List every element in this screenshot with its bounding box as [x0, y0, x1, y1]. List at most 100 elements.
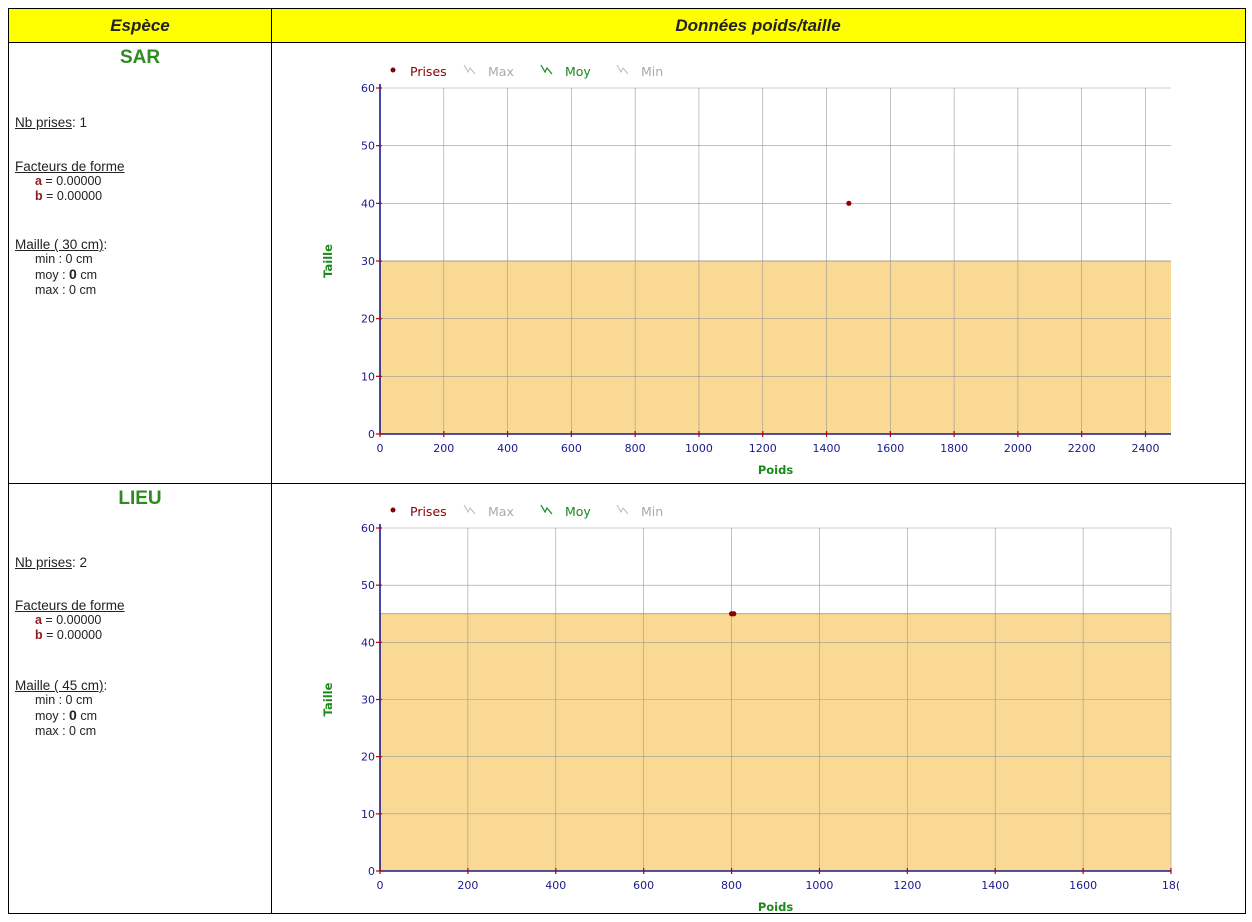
maille-heading: Maille ( 45 cm): [15, 678, 107, 693]
y-tick-label: 0 [368, 865, 375, 878]
factor-b-value: = 0.00000 [42, 189, 103, 203]
legend-prises-marker [390, 507, 396, 513]
maille-zone [380, 613, 1171, 871]
facteurs-forme: Facteurs de forme a = 0.00000 b = 0.0000… [15, 598, 125, 643]
y-axis-title: Taille [321, 244, 335, 278]
legend-min-label: Min [641, 504, 663, 519]
maille-colon: : [103, 237, 108, 252]
x-tick-label: 200 [457, 879, 478, 892]
factor-a: a = 0.00000 [15, 174, 125, 189]
legend-prises-label: Prises [410, 504, 447, 519]
y-tick-label: 60 [361, 522, 375, 535]
nb-prises-value: : 1 [72, 115, 88, 130]
y-tick-label: 10 [361, 370, 375, 383]
maille-moy-unit: cm [76, 268, 97, 282]
legend-moy-icon [540, 504, 553, 515]
factor-a-value: = 0.00000 [41, 174, 102, 188]
x-tick-label: 2200 [1068, 442, 1096, 455]
x-tick-label: 400 [545, 879, 566, 892]
facteurs-forme-title: Facteurs de forme [15, 159, 125, 174]
legend-max-icon [463, 504, 476, 515]
y-tick-label: 50 [361, 579, 375, 592]
factor-a-label: a [35, 174, 42, 188]
maille-moy: moy : 0 cm [15, 708, 107, 724]
maille-min: min : 0 cm [35, 252, 93, 266]
header-donnees: Données poids/taille [271, 9, 1245, 43]
legend-moy-label: Moy [565, 504, 591, 519]
species-name: SAR [119, 47, 161, 68]
x-tick-label: 1800 [940, 442, 968, 455]
x-tick-label: 1400 [813, 442, 841, 455]
x-tick-label: 0 [377, 442, 384, 455]
legend-min-icon [616, 64, 629, 75]
x-tick-label: 1000 [805, 879, 833, 892]
y-tick-label: 20 [361, 313, 375, 326]
nb-prises: Nb prises: 1 [15, 115, 87, 130]
y-tick-label: 30 [361, 255, 375, 268]
maille-title: Maille ( 30 cm) [15, 237, 104, 252]
maille-max: max : 0 cm [35, 724, 97, 738]
factor-b: b = 0.00000 [15, 628, 125, 643]
factor-b: b = 0.00000 [15, 189, 125, 204]
facteurs-forme-title: Facteurs de forme [15, 598, 125, 613]
y-tick-label: 0 [368, 428, 375, 441]
nb-prises-label: Nb prises [15, 115, 73, 130]
factor-b-label: b [35, 628, 43, 642]
maille-moy: moy : 0 cm [15, 267, 107, 283]
x-tick-label: 2000 [1004, 442, 1032, 455]
factor-a-value: = 0.00000 [41, 613, 102, 627]
y-tick-label: 10 [361, 808, 375, 821]
legend-prises-marker [390, 67, 396, 73]
maille-section: Maille ( 45 cm): min : 0 cm moy : 0 cm m… [15, 678, 107, 739]
legend-prises-label: Prises [410, 64, 447, 79]
maille-heading: Maille ( 30 cm): [15, 237, 107, 252]
maille-moy-value: 0 [69, 707, 77, 723]
x-tick-label: 1200 [749, 442, 777, 455]
x-tick-label: 1000 [685, 442, 713, 455]
species-name: LIEU [118, 488, 162, 509]
maille-moy-label: moy : [35, 268, 70, 282]
maille-min: min : 0 cm [35, 693, 93, 707]
x-tick-label: 600 [561, 442, 582, 455]
legend-max-label: Max [488, 64, 514, 79]
x-tick-label: 400 [497, 442, 518, 455]
legend-moy-label: Moy [565, 64, 591, 79]
data-point-prises [731, 611, 737, 617]
species-info-sar: SAR Nb prises: 1 Facteurs de forme a = 0… [9, 43, 271, 483]
factor-b-label: b [35, 189, 43, 203]
nb-prises-label: Nb prises [15, 555, 73, 570]
nb-prises: Nb prises: 2 [15, 555, 87, 570]
species-info-lieu: LIEU Nb prises: 2 Facteurs de forme a = … [9, 484, 271, 913]
legend-min-icon [616, 504, 629, 515]
x-tick-label: 0 [377, 879, 384, 892]
maille-colon: : [103, 678, 108, 693]
y-tick-label: 40 [361, 636, 375, 649]
data-table: Espèce Données poids/taille SAR Nb prise… [8, 8, 1246, 914]
data-point-prises [846, 200, 852, 206]
x-axis-title: Poids [758, 463, 794, 477]
maille-max: max : 0 cm [35, 283, 97, 297]
row-divider [9, 483, 1245, 484]
y-tick-label: 20 [361, 751, 375, 764]
x-tick-label: 2400 [1131, 442, 1159, 455]
x-tick-label: 800 [625, 442, 646, 455]
legend-min-label: Min [641, 64, 663, 79]
column-divider [271, 9, 272, 913]
maille-moy-unit: cm [76, 709, 97, 723]
x-tick-label: 1600 [876, 442, 904, 455]
y-tick-label: 30 [361, 694, 375, 707]
x-tick-label: 200 [433, 442, 454, 455]
nb-prises-value: : 2 [72, 555, 88, 570]
header-espece: Espèce [9, 9, 271, 43]
x-tick-label: 1400 [981, 879, 1009, 892]
factor-a: a = 0.00000 [15, 613, 125, 628]
y-axis-title: Taille [321, 682, 335, 716]
y-tick-label: 50 [361, 140, 375, 153]
y-tick-label: 60 [361, 82, 375, 95]
maille-moy-label: moy : [35, 709, 70, 723]
y-tick-label: 40 [361, 197, 375, 210]
maille-section: Maille ( 30 cm): min : 0 cm moy : 0 cm m… [15, 237, 107, 298]
legend-max-icon [463, 64, 476, 75]
